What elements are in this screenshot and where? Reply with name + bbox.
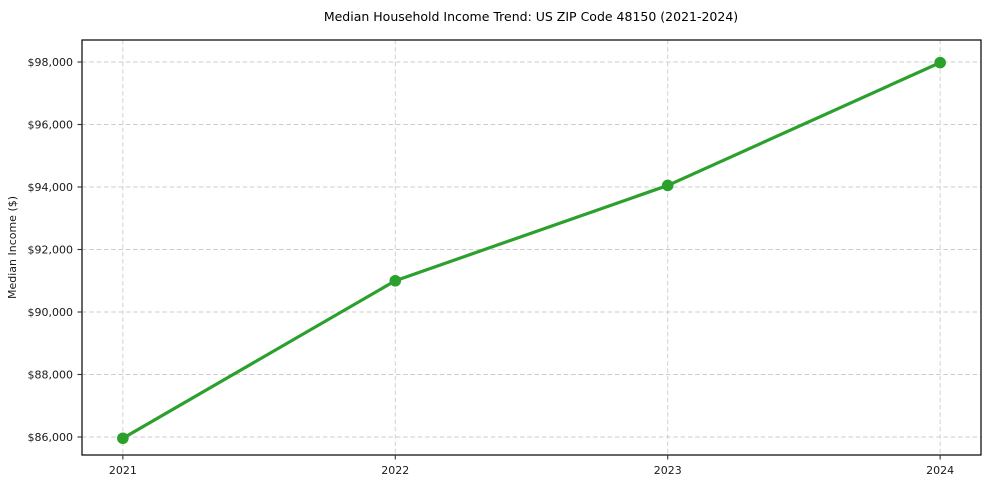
x-tick-label: 2021 (109, 464, 137, 477)
chart-title: Median Household Income Trend: US ZIP Co… (323, 9, 739, 24)
plot-border (81, 39, 982, 456)
y-axis-label: Median Income ($) (6, 196, 19, 299)
y-tick-label: $92,000 (28, 243, 74, 256)
y-tick-label: $86,000 (28, 431, 74, 444)
x-tick-label: 2023 (654, 464, 682, 477)
data-point-marker (117, 432, 129, 445)
x-tick-label: 2022 (381, 464, 409, 477)
trend-line (121, 61, 942, 440)
y-tick-label: $98,000 (28, 56, 74, 69)
data-point-marker (661, 179, 674, 192)
y-tick-label: $96,000 (28, 118, 74, 131)
y-tick-label: $94,000 (28, 181, 74, 194)
y-tick-label: $88,000 (28, 368, 74, 381)
y-tick-label: $90,000 (28, 306, 74, 319)
x-tick-label: 2024 (926, 464, 954, 477)
data-point-marker (934, 56, 946, 69)
data-point-marker (389, 274, 402, 287)
